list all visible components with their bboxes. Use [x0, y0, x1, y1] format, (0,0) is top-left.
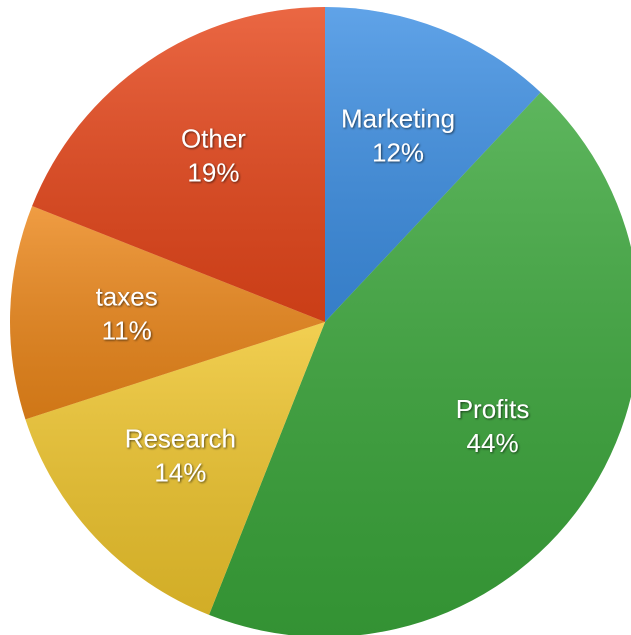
slice-label: Profits	[456, 394, 530, 424]
slice-label: Other	[181, 124, 246, 154]
slice-label: Marketing	[341, 103, 455, 133]
slice-value-label: 44%	[467, 428, 519, 458]
slice-value-label: 14%	[154, 458, 206, 488]
slice-shade	[325, 7, 541, 322]
slice-value-label: 11%	[102, 316, 152, 346]
slice-value-label: 19%	[187, 158, 239, 188]
slice-value-label: 12%	[372, 137, 424, 167]
slice-label: taxes	[96, 282, 158, 312]
slice-shade	[209, 92, 631, 635]
slice-shade	[32, 7, 325, 322]
slice-label: Research	[125, 424, 236, 454]
slice-shade	[25, 322, 325, 615]
slice-shade	[9, 206, 325, 420]
